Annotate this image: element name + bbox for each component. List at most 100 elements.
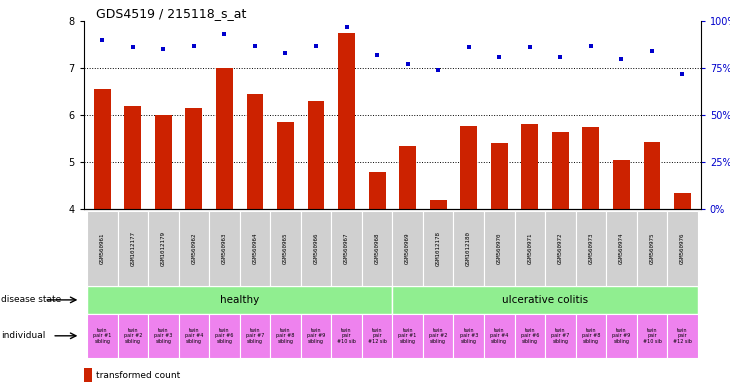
Point (524, 45, 536, 51)
Point (463, 45, 474, 51)
Bar (521, 124, 538, 209)
Bar (637, 211, 667, 286)
Text: twin
pair #4
sibling: twin pair #4 sibling (490, 328, 508, 344)
Text: twin
pair
#12 sib: twin pair #12 sib (673, 328, 692, 344)
Bar (491, 144, 507, 209)
Text: twin
pair
#10 sib: twin pair #10 sib (642, 328, 661, 344)
Bar (606, 211, 637, 286)
Text: twin
pair #2
sibling: twin pair #2 sibling (123, 328, 142, 344)
Point (372, 52, 383, 58)
Point (585, 43, 596, 49)
Bar (369, 172, 385, 209)
Point (555, 54, 566, 60)
Bar (301, 314, 331, 358)
Text: GDS4519 / 215118_s_at: GDS4519 / 215118_s_at (96, 7, 247, 20)
Bar (94, 89, 111, 209)
Bar (148, 314, 179, 358)
Bar (277, 122, 294, 209)
Bar (362, 314, 393, 358)
Bar (118, 314, 148, 358)
Text: twin
pair #7
sibling: twin pair #7 sibling (551, 328, 569, 344)
Bar (210, 211, 239, 286)
Text: twin
pair #1
sibling: twin pair #1 sibling (399, 328, 417, 344)
Bar (179, 314, 210, 358)
Text: twin
pair #9
sibling: twin pair #9 sibling (612, 328, 631, 344)
Text: GSM560971: GSM560971 (527, 233, 532, 265)
Bar (423, 314, 453, 358)
Text: twin
pair #8
sibling: twin pair #8 sibling (582, 328, 600, 344)
Bar (338, 33, 355, 209)
Text: GSM560967: GSM560967 (344, 233, 349, 265)
Bar (247, 94, 264, 209)
Text: GSM560962: GSM560962 (191, 233, 196, 265)
Text: twin
pair #7
sibling: twin pair #7 sibling (246, 328, 264, 344)
Text: GSM560969: GSM560969 (405, 233, 410, 265)
Text: twin
pair
#10 sib: twin pair #10 sib (337, 328, 356, 344)
Bar (515, 211, 545, 286)
Text: individual: individual (1, 331, 45, 340)
Bar (575, 314, 606, 358)
Text: GSM560964: GSM560964 (253, 233, 258, 265)
Point (493, 54, 505, 60)
Bar (118, 211, 148, 286)
Text: twin
pair #3
sibling: twin pair #3 sibling (459, 328, 478, 344)
Bar (423, 211, 453, 286)
Text: GSM560968: GSM560968 (374, 233, 380, 265)
Bar (461, 126, 477, 209)
Point (158, 46, 169, 53)
Bar (179, 211, 210, 286)
Point (677, 71, 688, 77)
Bar (307, 101, 324, 209)
Text: twin
pair
#12 sib: twin pair #12 sib (368, 328, 387, 344)
Bar (239, 211, 270, 286)
Text: twin
pair #2
sibling: twin pair #2 sibling (429, 328, 447, 344)
Text: healthy: healthy (220, 295, 259, 305)
Text: GSM560976: GSM560976 (680, 233, 685, 265)
Text: GSM1012180: GSM1012180 (466, 231, 472, 266)
Bar (87, 286, 392, 314)
Point (280, 50, 291, 56)
Bar (270, 314, 301, 358)
Text: GSM560973: GSM560973 (588, 233, 593, 265)
Text: transformed count: transformed count (96, 371, 180, 380)
Bar (393, 286, 698, 314)
Point (188, 43, 200, 49)
Bar (674, 193, 691, 209)
Bar (270, 211, 301, 286)
Bar (453, 314, 484, 358)
Bar (210, 314, 239, 358)
Bar (667, 211, 698, 286)
Point (615, 56, 627, 62)
Bar (362, 211, 393, 286)
Point (127, 45, 139, 51)
Bar (613, 160, 630, 209)
Text: GSM1012177: GSM1012177 (131, 231, 135, 266)
Bar (430, 200, 447, 209)
Bar (216, 68, 233, 209)
Bar (393, 314, 423, 358)
Bar (637, 314, 667, 358)
Point (402, 61, 413, 68)
Bar (575, 211, 606, 286)
Point (341, 24, 353, 30)
Bar (155, 115, 172, 209)
Bar (453, 211, 484, 286)
Bar (239, 314, 270, 358)
Text: ulcerative colitis: ulcerative colitis (502, 295, 588, 305)
Text: GSM1012178: GSM1012178 (436, 231, 441, 266)
Text: twin
pair #1
sibling: twin pair #1 sibling (93, 328, 112, 344)
Text: GSM560970: GSM560970 (496, 233, 502, 265)
Point (646, 48, 658, 54)
Text: twin
pair #6
sibling: twin pair #6 sibling (215, 328, 234, 344)
Bar (545, 211, 575, 286)
Bar (515, 314, 545, 358)
Text: GSM560974: GSM560974 (619, 233, 624, 265)
Text: GSM560963: GSM560963 (222, 233, 227, 265)
Bar (606, 314, 637, 358)
Bar (583, 127, 599, 209)
Bar (185, 108, 202, 209)
Point (218, 31, 230, 37)
Point (249, 43, 261, 49)
Bar (331, 314, 362, 358)
Bar (87, 314, 118, 358)
